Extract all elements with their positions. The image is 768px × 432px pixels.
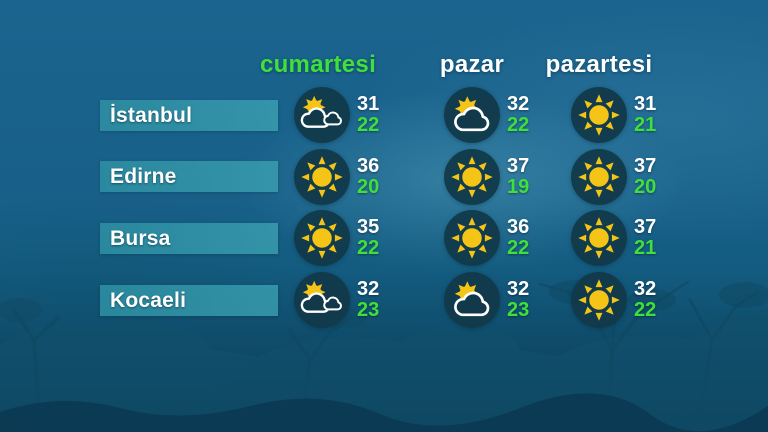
- low-temp: 21: [634, 114, 657, 136]
- weather-icon: [294, 87, 350, 143]
- low-temp: 22: [507, 114, 530, 136]
- high-temp: 32: [634, 278, 657, 300]
- forecast-cell: 35 22: [294, 210, 426, 266]
- forecast-cell: 32 22: [571, 272, 703, 328]
- low-temp: 23: [357, 299, 380, 321]
- high-temp: 37: [634, 216, 657, 238]
- day-header-pazartesi: pazartesi: [545, 51, 653, 78]
- forecast-cell: 36 20: [294, 149, 426, 205]
- city-name: Edirne: [110, 165, 177, 188]
- forecast-cell: 37 20: [571, 149, 703, 205]
- forecast-cell: 31 22: [294, 87, 426, 143]
- low-temp: 21: [634, 237, 657, 259]
- day-header-cumartesi: cumartesi: [259, 51, 377, 78]
- forecast-cell: 37 21: [571, 210, 703, 266]
- forecast-cell: 37 19: [444, 149, 576, 205]
- weather-icon: [444, 210, 500, 266]
- forecast-cell: 32 23: [294, 272, 426, 328]
- city-bar-kocaeli: Kocaeli: [100, 285, 278, 316]
- low-temp: 20: [634, 176, 657, 198]
- high-temp: 32: [357, 278, 380, 300]
- low-temp: 22: [507, 237, 530, 259]
- low-temp: 22: [357, 114, 380, 136]
- low-temp: 22: [634, 299, 657, 321]
- weather-icon: [571, 149, 627, 205]
- city-bar-edirne: Edirne: [100, 161, 278, 192]
- high-temp: 36: [507, 216, 530, 238]
- low-temp: 19: [507, 176, 530, 198]
- city-name: İstanbul: [110, 104, 193, 127]
- low-temp: 22: [357, 237, 380, 259]
- forecast-cell: 32 23: [444, 272, 576, 328]
- weather-icon: [294, 272, 350, 328]
- weather-icon: [571, 210, 627, 266]
- weather-icon: [571, 87, 627, 143]
- high-temp: 31: [634, 93, 657, 115]
- low-temp: 20: [357, 176, 380, 198]
- forecast-cell: 36 22: [444, 210, 576, 266]
- high-temp: 35: [357, 216, 380, 238]
- high-temp: 37: [507, 155, 530, 177]
- weather-icon: [571, 272, 627, 328]
- weather-icon: [294, 210, 350, 266]
- high-temp: 32: [507, 93, 530, 115]
- forecast-cell: 32 22: [444, 87, 576, 143]
- day-header-pazar: pazar: [439, 51, 505, 78]
- high-temp: 37: [634, 155, 657, 177]
- weather-icon: [444, 149, 500, 205]
- high-temp: 32: [507, 278, 530, 300]
- low-temp: 23: [507, 299, 530, 321]
- city-name: Bursa: [110, 227, 171, 250]
- city-name: Kocaeli: [110, 289, 187, 312]
- weather-icon: [444, 272, 500, 328]
- weather-icon: [444, 87, 500, 143]
- high-temp: 36: [357, 155, 380, 177]
- city-bar-istanbul: İstanbul: [100, 100, 278, 131]
- city-bar-bursa: Bursa: [100, 223, 278, 254]
- high-temp: 31: [357, 93, 380, 115]
- weather-icon: [294, 149, 350, 205]
- forecast-cell: 31 21: [571, 87, 703, 143]
